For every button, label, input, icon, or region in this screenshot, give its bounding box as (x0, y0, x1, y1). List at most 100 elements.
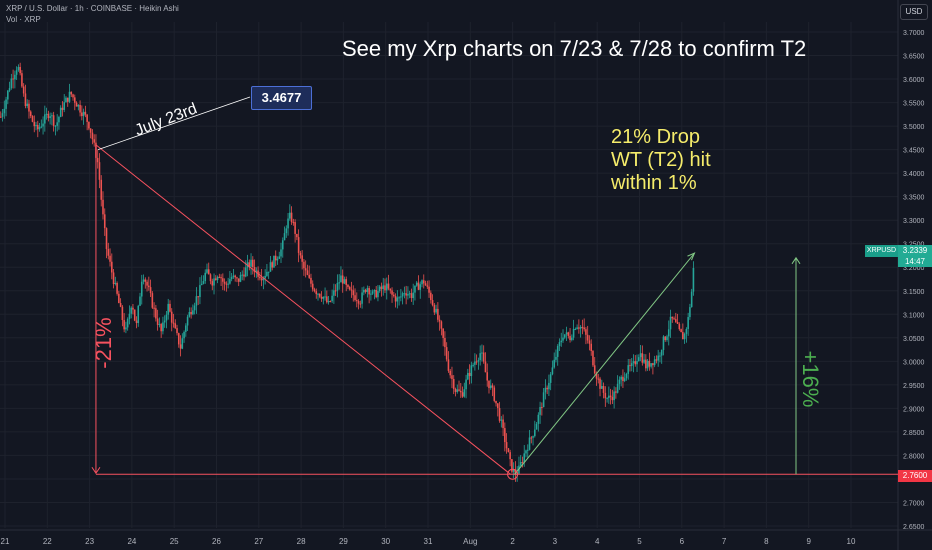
candle (583, 327, 585, 330)
candle (1, 113, 4, 117)
candle (199, 285, 201, 298)
candle (551, 367, 554, 375)
candle (496, 403, 499, 409)
candle (676, 321, 679, 324)
x-tick-label: 23 (85, 537, 94, 546)
candle (394, 296, 397, 302)
candle (505, 442, 508, 449)
candle (398, 297, 400, 299)
candle (264, 275, 266, 279)
candle (188, 311, 191, 317)
candle (415, 282, 418, 286)
candle (350, 289, 353, 291)
candle (179, 344, 182, 349)
candle (602, 386, 605, 393)
candle (308, 274, 311, 278)
candle (322, 296, 325, 299)
candle (662, 336, 665, 350)
x-tick-label: 5 (637, 537, 642, 546)
candle (276, 258, 279, 261)
candle (336, 282, 339, 291)
candle (489, 385, 492, 389)
candle (183, 331, 185, 339)
candle (24, 93, 27, 107)
x-tick-label: 21 (1, 537, 10, 546)
y-tick-label: 2.6500 (903, 524, 925, 531)
candle (629, 365, 631, 367)
candle (142, 279, 145, 282)
candle (352, 290, 355, 296)
support-price-tag: 2.7600 (898, 470, 932, 482)
candle (571, 337, 573, 341)
candle (479, 353, 481, 361)
candle (525, 450, 527, 454)
candle (91, 132, 94, 140)
candle (673, 318, 675, 320)
candle (435, 308, 437, 313)
candle (560, 340, 563, 343)
candle (380, 286, 383, 290)
candle (165, 314, 168, 321)
candle (535, 423, 538, 430)
candle (33, 121, 36, 127)
candle (528, 437, 531, 450)
candle (176, 328, 178, 334)
candle (81, 112, 83, 117)
candle (412, 292, 414, 299)
candle (396, 297, 399, 302)
candle (51, 115, 53, 117)
candle (657, 355, 659, 361)
candle (105, 228, 108, 249)
candle (452, 378, 455, 389)
candle (296, 233, 298, 238)
candle (459, 390, 462, 393)
candle (218, 276, 221, 278)
candle (565, 332, 568, 335)
rise-measure-arrow-head (791, 256, 801, 265)
candle (10, 78, 13, 89)
y-tick-label: 2.9500 (903, 383, 925, 390)
candle (407, 294, 409, 296)
candle (54, 125, 57, 127)
rise-arrow-head (687, 252, 696, 261)
currency-button[interactable]: USD (900, 4, 928, 20)
candle (38, 127, 41, 130)
candle (172, 322, 175, 324)
x-tick-label: 6 (680, 537, 685, 546)
candle (454, 388, 457, 392)
drop-trend-line (95, 144, 511, 475)
candle (292, 222, 295, 224)
candle (232, 275, 235, 277)
candle (202, 281, 205, 284)
candle (29, 111, 32, 117)
candle (449, 370, 452, 376)
note-line: within 1% (611, 172, 697, 194)
candle (467, 372, 469, 380)
candle (324, 296, 326, 298)
candle (204, 272, 207, 282)
candle (504, 428, 506, 443)
candle (417, 282, 420, 290)
candle (444, 338, 446, 348)
candle (371, 291, 374, 294)
candle (600, 386, 603, 389)
candle (604, 392, 607, 399)
candle (690, 291, 693, 308)
candle (634, 361, 637, 365)
candle (317, 293, 319, 295)
candle (534, 429, 536, 437)
candle (451, 375, 453, 379)
candle (664, 336, 667, 340)
candle (294, 222, 296, 234)
candle (239, 275, 242, 282)
note-line: WT (T2) hit (611, 149, 711, 171)
candle (36, 124, 39, 130)
candle (553, 359, 555, 368)
candle (132, 307, 134, 310)
candle (281, 240, 284, 250)
candle (68, 91, 71, 102)
candle (659, 355, 661, 357)
x-tick-label: 30 (381, 537, 390, 546)
candle (472, 364, 474, 366)
